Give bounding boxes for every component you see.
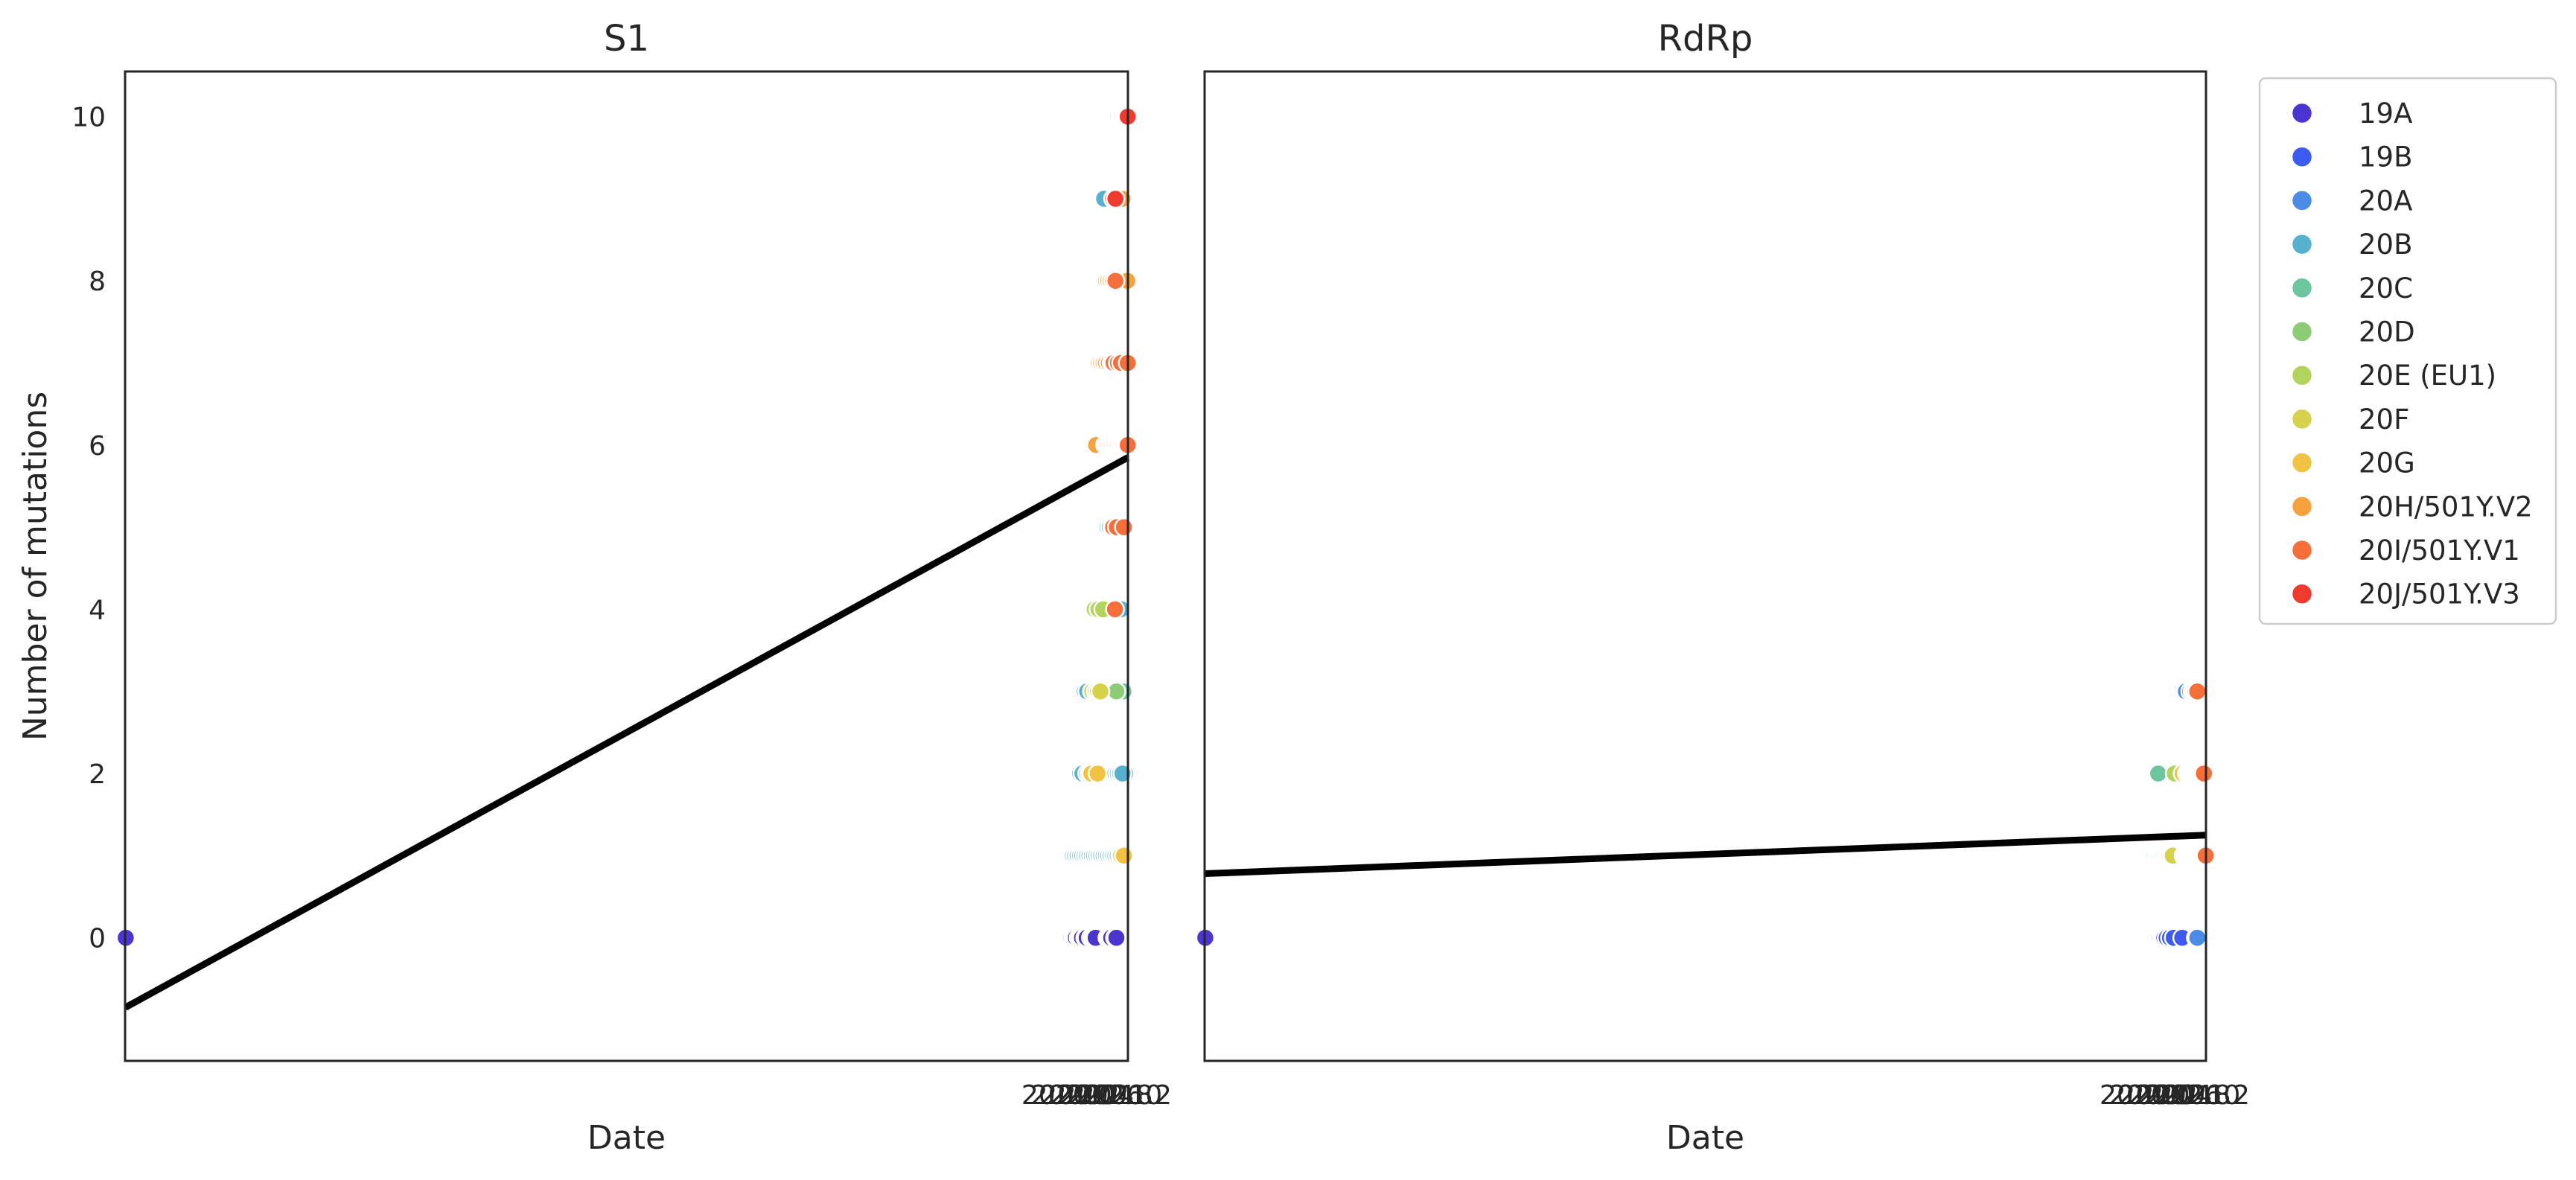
point-20i-501y-v1 (1105, 270, 1126, 291)
legend-marker (2290, 320, 2314, 343)
legend: 19A 19B 20A 20B 20C 20D 20E (EU1) 20F 20G 20H/501… (2258, 77, 2557, 625)
legend-label: 20E (EU1) (2359, 360, 2496, 392)
regression-line (1205, 832, 2207, 877)
legend-label: 19B (2359, 141, 2412, 173)
legend-label: 20B (2359, 229, 2412, 261)
x-tick-label: 2020.0 (2100, 1080, 2193, 1111)
x-axis-label: Date (1666, 1119, 1744, 1157)
legend-item-20h-501y-v2: 20H/501Y.V2 (2290, 491, 2533, 523)
x-tick-label: 2020.6 (2128, 1080, 2222, 1111)
legend-item-19b: 19B (2290, 141, 2412, 173)
x-tick-label: 2020.0 (1021, 1080, 1115, 1111)
regression-line (124, 454, 1130, 1011)
x-tick-label: 2020.2 (2109, 1080, 2203, 1111)
legend-item-20i-501y-v1: 20I/501Y.V1 (2290, 535, 2520, 567)
point-20i-501y-v1 (2187, 681, 2207, 701)
legend-label: 20G (2359, 447, 2415, 479)
legend-item-19a: 19A (2290, 98, 2412, 130)
point-20i-501y-v1 (1114, 517, 1134, 538)
point-20g (1114, 846, 1134, 866)
chart-title: S1 (604, 18, 649, 60)
legend-label: 19A (2359, 98, 2412, 130)
y-tick-label: 4 (89, 595, 106, 625)
y-axis-label: Number of mutations (16, 392, 54, 741)
legend-label: 20F (2359, 404, 2409, 436)
legend-item-20c: 20C (2290, 272, 2413, 304)
axes-frame (124, 70, 1129, 1062)
axes-frame (1203, 70, 2207, 1062)
x-tick-label: 2020.6 (1050, 1080, 1144, 1111)
x-tick-label: 2020.8 (2137, 1080, 2231, 1111)
legend-label: 20H/501Y.V2 (2359, 491, 2533, 523)
legend-item-20f: 20F (2290, 404, 2409, 436)
legend-item-20j-501y-v3: 20J/501Y.V3 (2290, 578, 2520, 610)
panel-rdrp: RdRp 2020.02020.22020.42020.62020.82021.0… (1195, 18, 2250, 1157)
legend-marker (2290, 232, 2314, 256)
legend-marker (2290, 538, 2314, 562)
x-tick-label: 2020.8 (1059, 1080, 1153, 1111)
y-tick-label: 0 (89, 924, 106, 954)
legend-item-20d: 20D (2290, 316, 2415, 348)
legend-label: 20A (2359, 185, 2412, 217)
point-20g (1087, 763, 1108, 784)
point-20i-501y-v1 (2193, 763, 2214, 784)
y-tick-label: 6 (89, 431, 106, 462)
legend-marker (2290, 363, 2314, 387)
point-19a (1106, 928, 1126, 948)
x-tick-label: 2020.4 (2118, 1080, 2212, 1111)
chart-title: RdRp (1658, 18, 1753, 60)
legend-frame (2258, 77, 2557, 625)
legend-item-20g: 20G (2290, 447, 2415, 479)
points-s1 (115, 106, 1138, 948)
x-axis-label: Date (587, 1119, 666, 1157)
legend-marker (2290, 276, 2314, 300)
legend-marker (2290, 495, 2314, 518)
legend-label: 20C (2359, 272, 2413, 304)
legend-marker (2290, 451, 2314, 474)
point-20c (2148, 763, 2169, 784)
x-tick-label: 2020.2 (1031, 1080, 1125, 1111)
legend-label: 20I/501Y.V1 (2359, 535, 2520, 567)
legend-marker (2290, 582, 2314, 605)
x-tick-label: 2020.4 (1040, 1080, 1134, 1111)
point-20i-501y-v1 (1105, 599, 1125, 619)
y-tick-label: 8 (89, 267, 106, 297)
point-20f (1090, 681, 1111, 701)
legend-item-20e-eu1: 20E (EU1) (2290, 360, 2496, 392)
legend-marker (2290, 407, 2314, 431)
y-tick-label: 10 (71, 103, 106, 133)
x-tick-label: 2021.2 (2156, 1080, 2250, 1111)
points-rdrp (1195, 681, 2216, 948)
legend-label: 20D (2359, 316, 2415, 348)
legend-label: 20J/501Y.V3 (2359, 578, 2520, 610)
point-20a (2187, 928, 2207, 948)
x-tick-label: 2021.0 (2146, 1080, 2240, 1111)
x-tick-label: 2021.2 (1078, 1080, 1172, 1111)
legend-marker (2290, 189, 2314, 212)
point-20j-501y-v3 (1105, 188, 1126, 209)
legend-marker (2290, 145, 2314, 168)
legend-marker (2290, 101, 2314, 125)
x-tick-label: 2021.0 (1068, 1080, 1162, 1111)
y-tick-label: 2 (89, 759, 106, 790)
panel-s1: S12020.02020.22020.42020.62020.82021.020… (16, 18, 1172, 1157)
legend-item-20b: 20B (2290, 229, 2412, 261)
legend-item-20a: 20A (2290, 185, 2412, 217)
